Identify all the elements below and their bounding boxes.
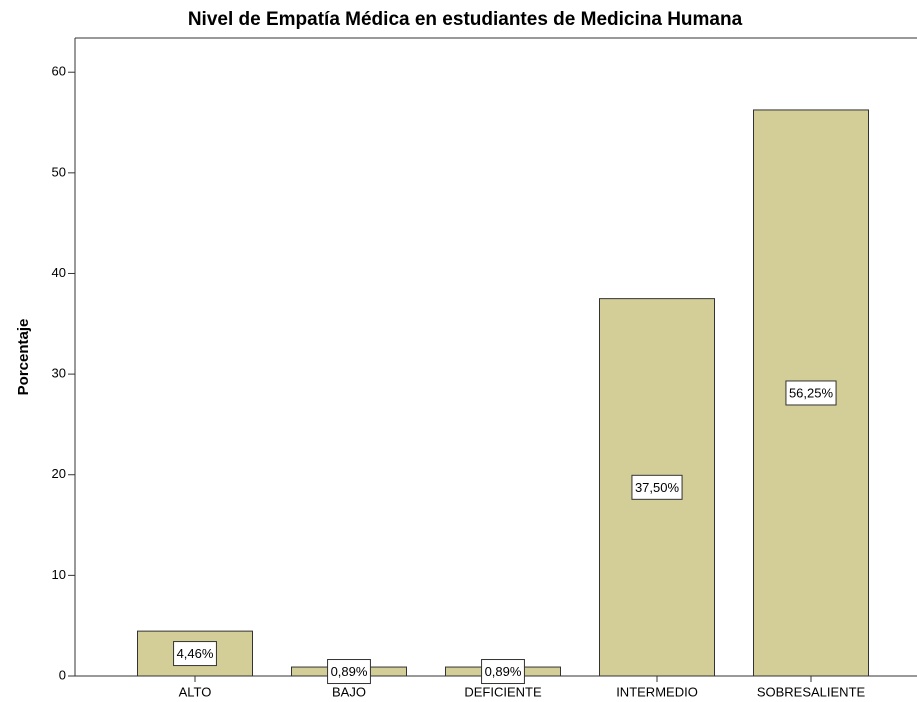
- x-tick-label: ALTO: [179, 684, 212, 699]
- x-tick-label: INTERMEDIO: [616, 684, 698, 699]
- y-axis-label: Porcentaje: [15, 319, 32, 396]
- y-tick-label: 50: [52, 164, 66, 179]
- value-label-box: [173, 641, 217, 667]
- x-tick-label: SOBRESALIENTE: [757, 684, 866, 699]
- value-label: 4,46%: [177, 646, 214, 661]
- y-tick-label: 20: [52, 466, 66, 481]
- chart-title: Nivel de Empatía Médica en estudiantes d…: [188, 9, 743, 30]
- value-label: 0,89%: [485, 664, 522, 679]
- value-label-box: [785, 380, 837, 406]
- value-label-box: [481, 659, 525, 685]
- y-tick-label: 40: [52, 265, 66, 280]
- y-tick-label: 30: [52, 366, 66, 381]
- x-tick-label: DEFICIENTE: [464, 684, 542, 699]
- x-tick-label: BAJO: [332, 684, 366, 699]
- y-tick-label: 10: [52, 567, 66, 582]
- value-label: 0,89%: [331, 664, 368, 679]
- value-label: 37,50%: [635, 480, 680, 495]
- value-label: 56,25%: [789, 385, 834, 400]
- value-label-box: [327, 659, 371, 685]
- y-tick-label: 60: [52, 64, 66, 79]
- value-label-box: [631, 474, 683, 500]
- y-tick-label: 0: [59, 667, 66, 682]
